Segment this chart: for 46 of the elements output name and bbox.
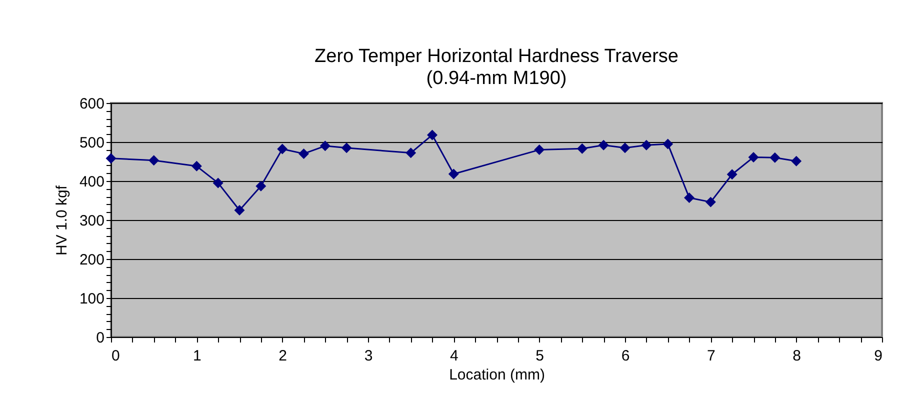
- point: [791, 156, 802, 166]
- point: [684, 192, 694, 204]
- y-tick-label: 600: [79, 96, 104, 112]
- point: [320, 140, 330, 152]
- point: [534, 144, 545, 156]
- point: [770, 152, 780, 163]
- point: [341, 142, 352, 154]
- point: [106, 153, 116, 164]
- x-tick-label: 5: [536, 348, 544, 364]
- x-tick-label: 9: [874, 348, 882, 364]
- point: [191, 160, 202, 172]
- chart-title: Zero Temper Horizontal Hardness Traverse: [314, 46, 678, 67]
- point: [277, 144, 288, 154]
- point: [641, 140, 652, 150]
- chart-subtitle: (0.94-mm M190): [426, 68, 567, 89]
- x-tick-label: 1: [192, 348, 202, 364]
- point: [576, 143, 588, 154]
- point: [234, 205, 245, 216]
- point: [212, 178, 224, 188]
- y-tick-label: 400: [79, 174, 104, 190]
- x-tick-label: 0: [112, 348, 120, 364]
- y-tick-label: 100: [79, 290, 104, 308]
- y-tick-label: 500: [79, 134, 104, 152]
- y-tick-label: 0: [96, 330, 104, 346]
- point: [748, 152, 759, 162]
- y-axis-title: HV 1.0 kgf: [53, 184, 70, 256]
- point: [256, 180, 266, 192]
- x-axis-title: Location (mm): [449, 366, 545, 384]
- point: [148, 155, 160, 166]
- point: [427, 130, 438, 140]
- point: [662, 138, 674, 150]
- y-tick-label: 300: [79, 212, 104, 230]
- point: [620, 142, 630, 154]
- x-tick-label: 4: [450, 348, 458, 364]
- point: [448, 168, 459, 180]
- y-tick-label: 200: [79, 252, 104, 268]
- point: [298, 148, 309, 159]
- point: [598, 140, 609, 150]
- point: [406, 148, 416, 158]
- point: [726, 169, 738, 180]
- x-tick-label: 8: [792, 348, 802, 364]
- x-tick-label: 7: [706, 348, 716, 364]
- x-tick-label: 3: [364, 348, 373, 364]
- x-tick-label: 6: [621, 348, 630, 364]
- point: [705, 196, 716, 208]
- x-tick-label: 2: [278, 348, 288, 364]
